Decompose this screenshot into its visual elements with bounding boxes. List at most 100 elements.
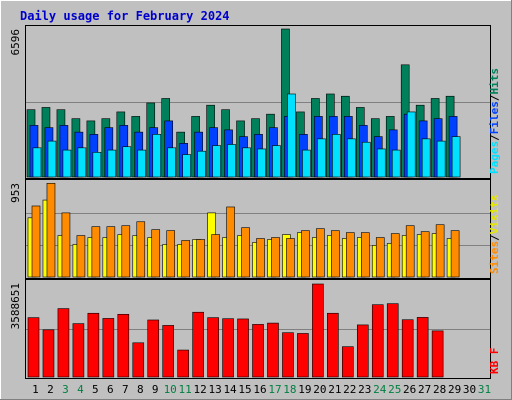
legend-sites: Sites bbox=[488, 241, 501, 274]
bars-visits-sites bbox=[27, 182, 460, 278]
kbytes-bar-day-14 bbox=[222, 318, 234, 378]
kbytes-bar-day-26 bbox=[401, 319, 414, 378]
legend-visits: Visits bbox=[488, 195, 501, 235]
y-max-label-middle: 953 bbox=[9, 183, 22, 203]
pages-bar-day-7 bbox=[122, 146, 132, 178]
sites-bar-day-18 bbox=[286, 238, 295, 278]
kbytes-bar-day-20 bbox=[312, 283, 324, 378]
kbytes-bar-day-2 bbox=[42, 329, 55, 378]
sites-bar-day-17 bbox=[271, 237, 280, 278]
day-label-4: 4 bbox=[77, 383, 84, 396]
pages-bar-day-18 bbox=[287, 93, 296, 178]
day-label-13: 13 bbox=[208, 383, 221, 396]
kbytes-bar-day-19 bbox=[297, 333, 309, 378]
kbytes-bar-day-23 bbox=[356, 324, 369, 378]
pages-bar-day-24 bbox=[376, 148, 386, 178]
day-label-15: 15 bbox=[238, 383, 251, 396]
day-label-11: 11 bbox=[179, 383, 192, 396]
day-label-29: 29 bbox=[448, 383, 461, 396]
day-label-6: 6 bbox=[107, 383, 114, 396]
sites-bar-day-12 bbox=[196, 239, 205, 278]
day-label-9: 9 bbox=[152, 383, 159, 396]
legend-middle: Sites/Visits bbox=[488, 195, 501, 275]
kbytes-bar-day-15 bbox=[237, 318, 249, 378]
sites-bar-day-19 bbox=[301, 230, 310, 278]
pages-bar-day-19 bbox=[302, 149, 311, 178]
day-label-2: 2 bbox=[47, 383, 54, 396]
bars-kbytes bbox=[27, 283, 444, 378]
day-label-20: 20 bbox=[313, 383, 326, 396]
sites-bar-day-8 bbox=[136, 221, 146, 278]
pages-bar-day-16 bbox=[257, 148, 266, 178]
sites-bar-day-20 bbox=[316, 228, 325, 278]
kbytes-bar-day-1 bbox=[27, 317, 40, 378]
sites-bar-day-14 bbox=[226, 206, 235, 278]
pages-bar-day-21 bbox=[332, 134, 341, 178]
kbytes-bar-day-27 bbox=[416, 317, 429, 378]
day-label-25: 25 bbox=[388, 383, 401, 396]
pages-bar-day-3 bbox=[62, 149, 72, 178]
day-label-10: 10 bbox=[164, 383, 177, 396]
kbytes-bar-day-5 bbox=[87, 312, 100, 378]
kbytes-bar-day-11 bbox=[177, 349, 189, 378]
legend-separator-3: / bbox=[488, 234, 501, 241]
sites-bar-day-1 bbox=[31, 205, 41, 278]
panel-frame-middle bbox=[25, 179, 491, 279]
pages-bar-day-4 bbox=[77, 147, 87, 178]
sites-bar-day-27 bbox=[420, 231, 430, 278]
sites-bar-day-7 bbox=[121, 225, 131, 278]
pages-bar-day-26 bbox=[406, 111, 416, 178]
sites-bar-day-16 bbox=[256, 238, 265, 278]
day-label-21: 21 bbox=[328, 383, 341, 396]
pages-bar-day-22 bbox=[347, 138, 356, 178]
bars-hits-files-pages bbox=[26, 28, 461, 178]
sites-bar-day-26 bbox=[405, 225, 415, 278]
kbytes-bar-day-24 bbox=[371, 304, 384, 378]
day-label-27: 27 bbox=[418, 383, 431, 396]
kbytes-bar-day-8 bbox=[132, 342, 145, 378]
pages-bar-day-27 bbox=[421, 138, 431, 178]
sites-bar-day-10 bbox=[166, 230, 176, 278]
sites-bar-day-2 bbox=[46, 182, 56, 278]
pages-bar-day-14 bbox=[227, 144, 236, 178]
sites-bar-day-15 bbox=[241, 227, 250, 278]
day-label-14: 14 bbox=[223, 383, 237, 396]
day-label-28: 28 bbox=[433, 383, 446, 396]
legend-separator-1: / bbox=[488, 134, 501, 141]
day-label-3: 3 bbox=[62, 383, 69, 396]
sites-bar-day-24 bbox=[375, 237, 385, 278]
kbytes-bar-day-21 bbox=[327, 312, 339, 378]
y-max-label-bottom: 3588651 bbox=[9, 283, 22, 329]
kbytes-bar-day-17 bbox=[267, 322, 279, 378]
day-label-1: 1 bbox=[32, 383, 39, 396]
legend-kbytes: KB F bbox=[488, 348, 501, 375]
day-label-30: 30 bbox=[463, 383, 476, 396]
panel-frame-top bbox=[25, 25, 491, 179]
day-label-8: 8 bbox=[137, 383, 144, 396]
sites-bar-day-21 bbox=[331, 230, 340, 278]
kbytes-bar-day-10 bbox=[162, 325, 175, 378]
kbytes-bar-day-22 bbox=[342, 346, 354, 378]
pages-bar-day-1 bbox=[32, 147, 42, 178]
kbytes-bar-day-7 bbox=[117, 313, 130, 378]
day-label-23: 23 bbox=[358, 383, 371, 396]
kbytes-bar-day-25 bbox=[386, 303, 399, 378]
sites-bar-day-3 bbox=[61, 212, 71, 278]
day-label-18: 18 bbox=[283, 383, 296, 396]
day-label-16: 16 bbox=[253, 383, 266, 396]
sites-bar-day-9 bbox=[151, 229, 161, 278]
sites-bar-day-22 bbox=[346, 232, 355, 278]
pages-bar-day-6 bbox=[107, 149, 117, 178]
pages-bar-day-15 bbox=[242, 147, 251, 178]
sites-bar-day-25 bbox=[390, 233, 400, 278]
legend-top: Pages/Files/Hits bbox=[488, 68, 501, 174]
panel-frame-bottom bbox=[25, 279, 491, 379]
sites-bar-day-29 bbox=[450, 230, 460, 278]
x-axis-day-labels: 1 2 3 4 5 6 7 8 9 10 11 12 13 14 15 16 17 18 19 20 21 22 23 24 2… bbox=[32, 383, 491, 396]
kbytes-bar-day-3 bbox=[57, 308, 70, 378]
day-label-22: 22 bbox=[343, 383, 356, 396]
legend-hits: Hits bbox=[488, 68, 501, 95]
kbytes-bar-day-16 bbox=[252, 324, 264, 378]
legend-files: Files bbox=[488, 101, 501, 134]
sites-bar-day-13 bbox=[211, 234, 220, 278]
